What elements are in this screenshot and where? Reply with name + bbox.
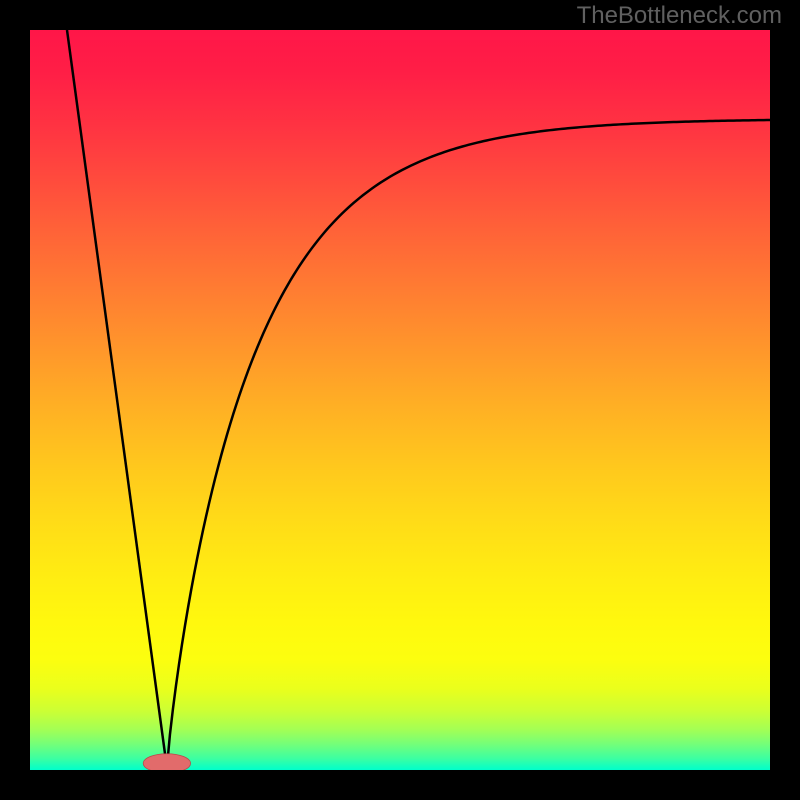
bottleneck-chart (0, 0, 800, 800)
chart-background (30, 30, 770, 770)
outer-frame: TheBottleneck.com (0, 0, 800, 800)
watermark-text: TheBottleneck.com (577, 2, 782, 30)
